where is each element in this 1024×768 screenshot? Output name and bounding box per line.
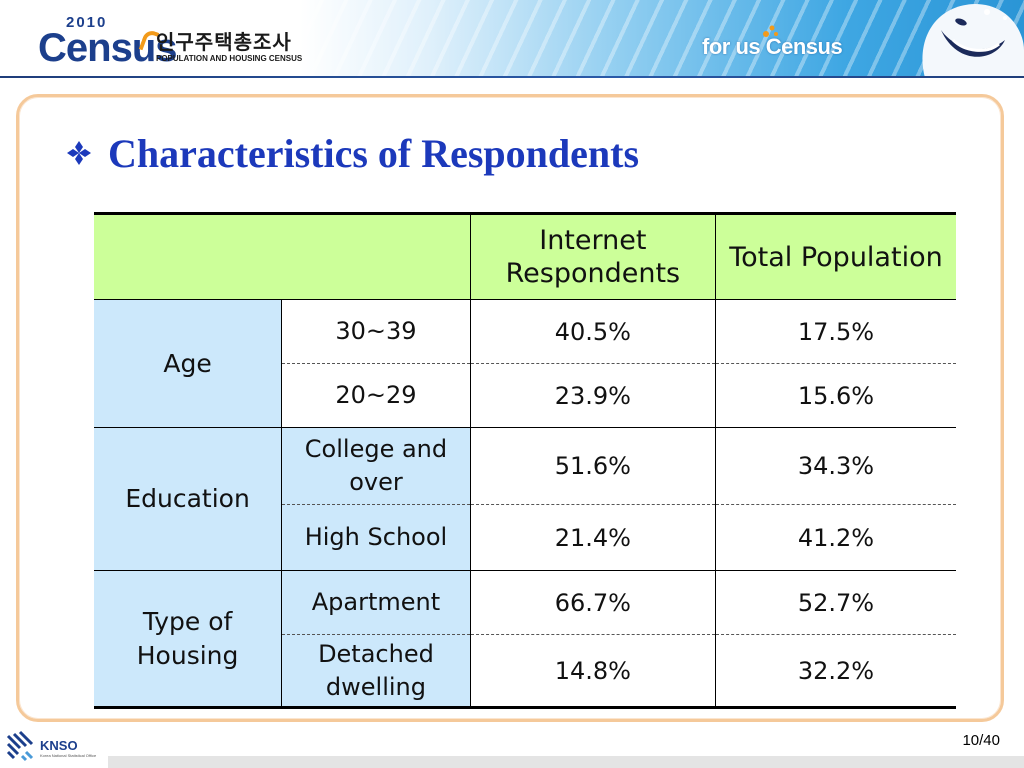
slogan: for us Census <box>702 34 843 59</box>
mascot-icon <box>922 4 1024 78</box>
table-row: Type of Housing Apartment 66.7% 52.7% <box>94 570 956 709</box>
logo-subtitle: POPULATION AND HOUSING CENSUS <box>156 54 303 63</box>
logo-korean-title: 인구주택총조사 <box>156 30 292 54</box>
internet-value: 21.4% <box>469 504 716 571</box>
category-cell-housing: Type of Housing <box>94 570 282 709</box>
slide-title: Characteristics of Respondents <box>108 130 640 176</box>
row-label: Apartment <box>281 570 471 635</box>
row-label: Detached dwelling <box>281 634 471 709</box>
table-row: Age 30~39 40.5% 17.5% <box>94 299 956 428</box>
total-value: 34.3% <box>714 427 956 505</box>
diamond-bullet-icon <box>67 141 91 165</box>
row-label: High School <box>281 504 471 571</box>
table-row: Detached dwelling 14.8% 32.2% <box>94 634 956 709</box>
table-row: Education College and over 51.6% 34.3% <box>94 427 956 571</box>
row-label: 30~39 <box>281 299 471 364</box>
table-header-row: Internet Respondents Total Population <box>94 212 956 300</box>
header-divider <box>0 76 1024 78</box>
header-banner: 2010 Census 인구주택총조사 POPULATION AND HOUSI… <box>0 0 1024 78</box>
column-header-internet: Internet Respondents <box>469 212 716 300</box>
row-label: 20~29 <box>281 363 471 428</box>
knso-label: KNSO <box>40 738 78 753</box>
internet-value: 66.7% <box>469 570 716 635</box>
table-row: High School 21.4% 41.2% <box>94 504 956 571</box>
column-header-total: Total Population <box>714 212 956 300</box>
total-value: 32.2% <box>714 634 956 709</box>
row-label: College and over <box>281 427 471 505</box>
total-value: 41.2% <box>714 504 956 571</box>
category-cell-age: Age <box>94 299 282 428</box>
internet-value: 51.6% <box>469 427 716 505</box>
category-cell-education: Education <box>94 427 282 571</box>
header-empty-cell <box>94 212 471 300</box>
total-value: 52.7% <box>714 570 956 635</box>
internet-value: 23.9% <box>469 363 716 428</box>
header-background <box>300 0 1024 78</box>
page-number: 10/40 <box>962 732 1000 749</box>
slide-title-row: Characteristics of Respondents <box>64 128 639 178</box>
census-logo-wordmark: Census <box>38 26 177 70</box>
respondents-table: Internet Respondents Total Population Ag… <box>94 212 956 709</box>
logo-year: 2010 <box>66 14 108 31</box>
knso-sublabel: Korea National Statistical Office <box>40 753 97 758</box>
footer-bar <box>108 756 1024 768</box>
slogan-sparkle-icon <box>763 25 778 37</box>
total-value: 17.5% <box>714 299 956 364</box>
knso-logo-icon <box>6 730 34 762</box>
table-row: 20~29 23.9% 15.6% <box>94 363 956 428</box>
total-value: 15.6% <box>714 363 956 428</box>
internet-value: 14.8% <box>469 634 716 709</box>
internet-value: 40.5% <box>469 299 716 364</box>
